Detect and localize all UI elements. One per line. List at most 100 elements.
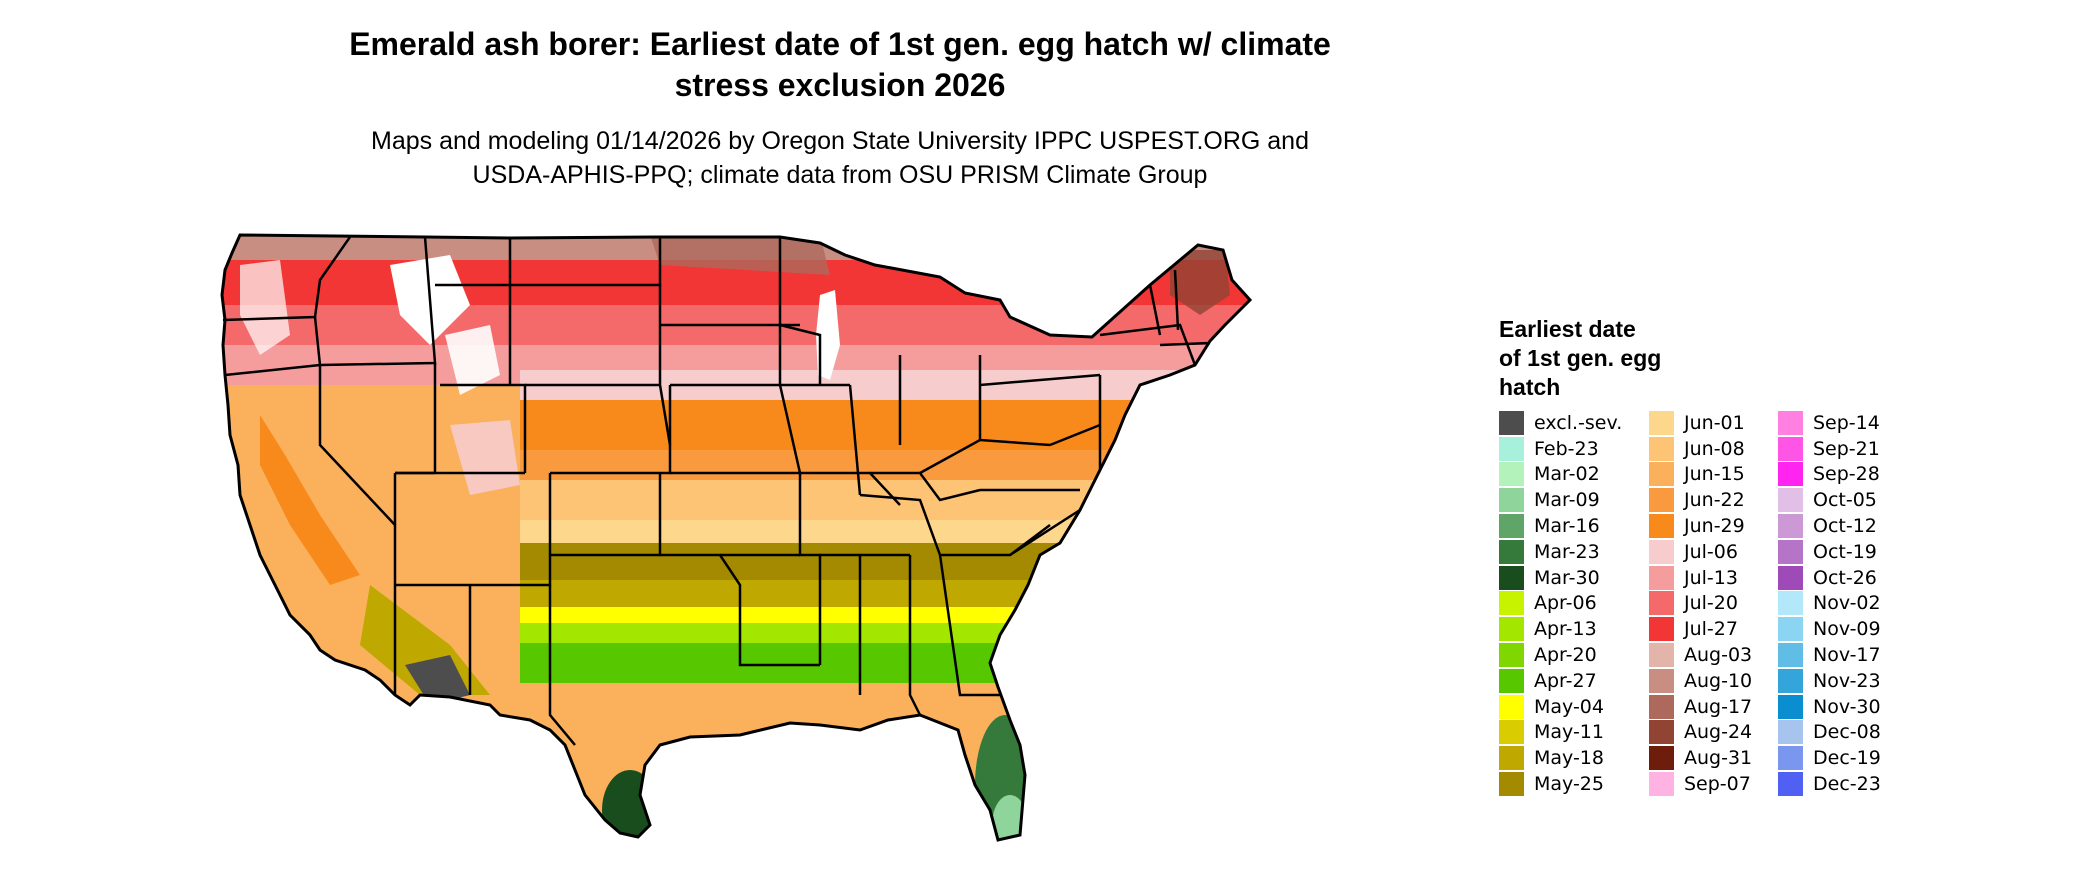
legend-label: Sep-07 [1684, 773, 1751, 796]
legend-item: Jun-15 [1649, 462, 1752, 488]
legend-label: Jun-22 [1684, 489, 1745, 512]
legend-item: Jun-29 [1649, 513, 1752, 539]
legend-swatch [1778, 539, 1803, 564]
legend-item: Apr-27 [1499, 668, 1622, 694]
legend-item: Nov-30 [1778, 694, 1881, 720]
legend-label: Nov-30 [1813, 695, 1881, 718]
legend-item: Jul-27 [1649, 616, 1752, 642]
legend-swatch [1649, 462, 1674, 487]
legend-label: Mar-16 [1534, 515, 1600, 538]
legend-swatch [1649, 772, 1674, 797]
legend-item: Sep-07 [1649, 771, 1752, 797]
legend-label: Apr-27 [1534, 669, 1597, 692]
legend-title: Earliest date of 1st gen. egg hatch [1499, 315, 1661, 402]
legend-swatch [1649, 591, 1674, 616]
legend-item: Dec-23 [1778, 771, 1881, 797]
legend-swatch [1499, 772, 1524, 797]
legend-label: Oct-26 [1813, 566, 1877, 589]
legend-item: Aug-17 [1649, 694, 1752, 720]
legend-label: Sep-21 [1813, 437, 1880, 460]
legend-item: Sep-28 [1778, 462, 1881, 488]
north-dakota-brown-fill [650, 235, 830, 275]
legend-item: Oct-26 [1778, 565, 1881, 591]
legend-swatch [1499, 668, 1524, 693]
texas-tip-fill [602, 770, 658, 840]
legend-swatch [1778, 565, 1803, 590]
legend-column-2: Jun-01 Jun-08 Jun-15 Jun-22 Jun-29 Jul-06 Jul-… [1649, 410, 1752, 797]
legend-swatch [1499, 539, 1524, 564]
legend-item: Nov-23 [1778, 668, 1881, 694]
legend-item: Nov-02 [1778, 591, 1881, 617]
legend-swatch [1649, 410, 1674, 435]
legend-swatch [1649, 436, 1674, 461]
legend-item: Aug-24 [1649, 720, 1752, 746]
legend-item: Mar-16 [1499, 513, 1622, 539]
legend-swatch [1778, 410, 1803, 435]
map-title-line-1: Emerald ash borer: Earliest date of 1st … [349, 26, 1331, 62]
legend-label: Jul-13 [1684, 566, 1738, 589]
map-subtitle-line-1: Maps and modeling 01/14/2026 by Oregon S… [371, 127, 1309, 155]
legend-label: Jun-29 [1684, 515, 1745, 538]
legend-title-line-3: hatch [1499, 374, 1561, 400]
legend-swatch [1778, 746, 1803, 771]
legend-label: Aug-10 [1684, 669, 1753, 692]
legend-label: Dec-19 [1813, 747, 1881, 770]
map-subtitle-line-2: USDA-APHIS-PPQ; climate data from OSU PR… [472, 161, 1208, 189]
legend-label: Jun-01 [1684, 411, 1745, 434]
legend-swatch [1499, 720, 1524, 745]
legend-item: May-25 [1499, 771, 1622, 797]
legend-label: Mar-23 [1534, 540, 1600, 563]
maine-brown-fill [1170, 250, 1230, 315]
legend-label: Sep-14 [1813, 411, 1880, 434]
legend-item: May-11 [1499, 720, 1622, 746]
legend-item: Aug-31 [1649, 745, 1752, 771]
legend-label: Jul-20 [1684, 592, 1738, 615]
legend-item: May-18 [1499, 745, 1622, 771]
legend-swatch [1499, 436, 1524, 461]
legend-item: Oct-05 [1778, 487, 1881, 513]
legend-swatch [1649, 565, 1674, 590]
legend-label: Oct-19 [1813, 540, 1877, 563]
legend-swatch [1499, 694, 1524, 719]
legend-item: Mar-30 [1499, 565, 1622, 591]
legend-swatch [1778, 668, 1803, 693]
cascades-white-fill [240, 260, 290, 355]
state-borders [222, 236, 1211, 746]
legend-label: Jul-27 [1684, 618, 1738, 641]
legend-item: Jul-13 [1649, 565, 1752, 591]
colorado-white-fill [450, 420, 520, 495]
legend-swatch [1649, 488, 1674, 513]
legend-swatch [1778, 462, 1803, 487]
legend-item: excl.-sev. [1499, 410, 1622, 436]
legend-label: May-11 [1534, 721, 1604, 744]
legend-item: Sep-21 [1778, 436, 1881, 462]
legend-item: Mar-09 [1499, 487, 1622, 513]
legend-label: Aug-17 [1684, 695, 1753, 718]
legend-swatch [1649, 746, 1674, 771]
legend-label: Aug-24 [1684, 721, 1753, 744]
legend-swatch [1499, 565, 1524, 590]
legend-label: May-18 [1534, 747, 1604, 770]
california-valley-fill [260, 415, 360, 585]
legend-item: Nov-09 [1778, 616, 1881, 642]
legend-label: Mar-09 [1534, 489, 1600, 512]
legend-label: Sep-28 [1813, 463, 1880, 486]
legend-item: Mar-02 [1499, 462, 1622, 488]
legend-swatch [1649, 668, 1674, 693]
legend-swatch [1778, 643, 1803, 668]
legend-label: May-04 [1534, 695, 1604, 718]
legend-swatch [1778, 617, 1803, 642]
legend-label: Oct-05 [1813, 489, 1877, 512]
legend-label: May-25 [1534, 773, 1604, 796]
legend-swatch [1499, 462, 1524, 487]
legend-column-1: excl.-sev. Feb-23 Mar-02 Mar-09 Mar-16 Mar-23… [1499, 410, 1622, 797]
legend-swatch [1778, 772, 1803, 797]
legend-label: Mar-30 [1534, 566, 1600, 589]
legend-swatch [1778, 514, 1803, 539]
legend-swatch [1499, 591, 1524, 616]
legend-swatch [1499, 617, 1524, 642]
legend-item: Oct-19 [1778, 539, 1881, 565]
legend-swatch [1499, 514, 1524, 539]
legend-label: Dec-08 [1813, 721, 1881, 744]
legend-swatch [1649, 617, 1674, 642]
